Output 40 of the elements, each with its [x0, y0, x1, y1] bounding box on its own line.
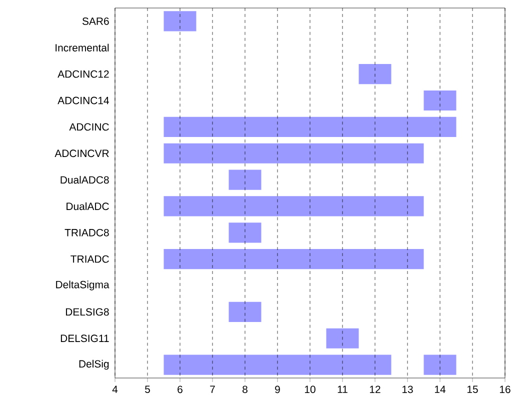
- bar: [164, 354, 392, 375]
- y-tick-label: TRIADC: [70, 255, 109, 263]
- x-tick-label: 4: [112, 386, 118, 393]
- bar: [424, 90, 456, 111]
- y-tick-label: DeltaSigma: [56, 280, 110, 290]
- x-tick-label: 14: [434, 386, 446, 393]
- y-tick-label: Incremental: [56, 44, 109, 52]
- bar: [228, 222, 262, 243]
- x-tick-label: 15: [467, 386, 478, 393]
- bar: [164, 196, 424, 216]
- x-tick-label: 8: [242, 386, 248, 394]
- y-tick-label: ADCINC14: [58, 96, 109, 104]
- bar: [358, 64, 392, 84]
- x-tick-label: 12: [370, 386, 380, 393]
- x-tick-label: 11: [338, 386, 348, 393]
- y-tick-label: SAR6: [82, 18, 109, 25]
- y-tick-label: DELSIG11: [60, 334, 109, 342]
- bar: [326, 328, 359, 348]
- x-tick-label: 5: [145, 386, 150, 393]
- y-tick-label: DelSig: [79, 360, 109, 370]
- y-tick-label: ADCINC12: [58, 70, 109, 78]
- bar: [228, 170, 262, 190]
- bar: [164, 11, 196, 32]
- bar: [164, 116, 456, 137]
- bar: [164, 249, 424, 270]
- bar: [424, 354, 456, 375]
- y-tick-label: ADCINC: [69, 123, 109, 131]
- bar: [228, 302, 262, 322]
- y-tick-label: DualADC: [66, 202, 109, 210]
- x-tick-label: 16: [500, 386, 510, 394]
- x-tick-label: 9: [275, 386, 280, 394]
- x-tick-label: 13: [402, 386, 413, 394]
- x-tick-label: 7: [210, 386, 215, 393]
- x-tick-label: 10: [304, 386, 316, 394]
- y-tick-label: DELSIG8: [66, 308, 109, 316]
- y-tick-label: DualADC8: [60, 176, 109, 184]
- bar: [164, 143, 424, 164]
- x-tick-label: 6: [178, 386, 182, 394]
- y-tick-label: TRIADC8: [64, 228, 109, 236]
- y-tick-label: ADCINCVR: [54, 150, 109, 158]
